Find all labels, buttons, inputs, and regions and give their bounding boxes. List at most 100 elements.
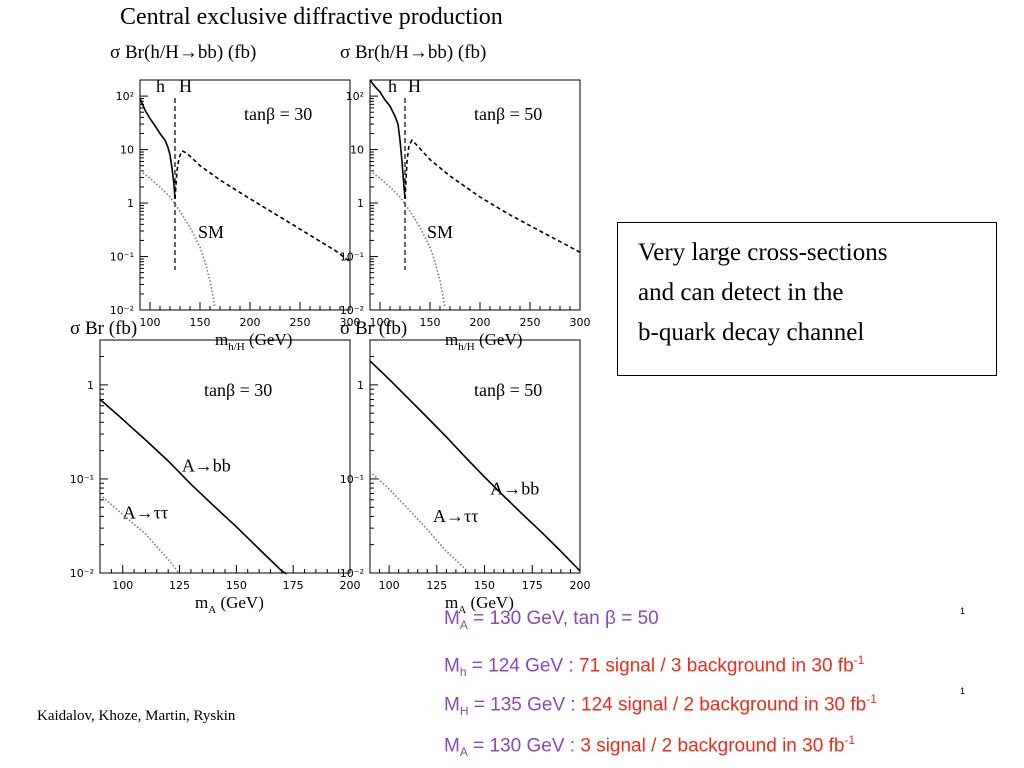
- result-subscript: A: [459, 745, 468, 760]
- tan-beta-annotation: tanβ = 30: [204, 380, 272, 400]
- result-line-mh: Mh = 124 GeV : 71 signal / 3 background …: [444, 653, 864, 679]
- note-line: and can detect in the: [638, 279, 844, 306]
- y-tick-label: 1: [87, 379, 94, 392]
- x-tick-label: 250: [520, 316, 541, 329]
- x-tick-label: 200: [570, 579, 591, 592]
- result-purple-text: = 124 GeV :: [466, 655, 580, 677]
- y-tick-label: 10²: [346, 90, 364, 103]
- x-tick-label: 200: [240, 316, 261, 329]
- series-label: A→ττ: [433, 506, 478, 526]
- series-label: h: [156, 76, 165, 96]
- series-line-h: [174, 149, 351, 263]
- x-tick-label: 200: [470, 316, 491, 329]
- x-tick-label: 150: [226, 579, 247, 592]
- series-label: h: [388, 76, 397, 96]
- chart-title: σ Br(h/H→bb) (fb): [340, 42, 486, 63]
- x-tick-label: 150: [190, 316, 211, 329]
- note-box: Very large cross-sections and can detect…: [617, 222, 997, 376]
- chart-panel-bottom-right: σ Br (fb) 1 10⁻¹ 10⁻² 100 125 150 175 200 mA (GeV…: [340, 318, 591, 616]
- note-line: b-quark decay channel: [638, 319, 865, 346]
- x-tick-label: 300: [570, 316, 591, 329]
- x-tick-label: 175: [522, 579, 543, 592]
- y-tick-label: 10⁻¹: [340, 251, 364, 264]
- y-tick-label: 10⁻¹: [340, 473, 364, 486]
- x-tick-label: 300: [340, 316, 361, 329]
- x-tick-label: 100: [140, 316, 161, 329]
- plot-frame: [369, 79, 581, 311]
- series-label: A→bb: [490, 479, 539, 499]
- series-line-a: [99, 494, 181, 575]
- result-superscript: -1: [844, 733, 856, 747]
- x-tick-label: 150: [420, 316, 441, 329]
- x-tick-label: 175: [283, 579, 304, 592]
- result-symbol: M: [444, 655, 460, 677]
- note-line: Very large cross-sections: [638, 239, 888, 266]
- chart-title: σ Br (fb): [70, 318, 137, 339]
- result-red-text: 124 signal / 2 background in 30 fb: [581, 694, 867, 716]
- result-red-text: 3 signal / 2 background in 30 fb: [580, 735, 845, 757]
- result-purple-text: = 135 GeV :: [468, 694, 581, 716]
- chart-panel-bottom-left: σ Br (fb) 1 10⁻¹ 10⁻² 100 125 150 175 200 mA (GeV…: [70, 318, 361, 616]
- result-line-ma-signal: MA = 130 GeV : 3 signal / 2 background i…: [444, 733, 855, 759]
- series-label: H: [179, 76, 192, 96]
- x-axis-label: mA (GeV): [195, 593, 264, 616]
- x-tick-label: 250: [290, 316, 311, 329]
- y-tick-label: 10⁻¹: [110, 251, 134, 264]
- x-tick-label: 100: [370, 316, 391, 329]
- series-label: A→bb: [182, 455, 231, 475]
- series-line-h: [404, 138, 581, 254]
- y-tick-label: 1: [357, 197, 364, 210]
- series-line-abb: [369, 360, 581, 572]
- y-tick-label: 10²: [116, 90, 134, 103]
- x-axis-label: mA (GeV): [445, 593, 514, 616]
- x-tick-label: 200: [340, 579, 361, 592]
- series-line-sm: [369, 170, 446, 308]
- series-line-h: [369, 79, 406, 199]
- y-tick-label: 10: [350, 144, 364, 157]
- result-subscript: h: [459, 665, 467, 680]
- series-label: H: [408, 76, 421, 96]
- series-line-a: [369, 470, 470, 575]
- y-tick-label: 10⁻²: [70, 567, 94, 580]
- y-tick-label: 10⁻²: [340, 567, 364, 580]
- result-superscript: -1: [866, 692, 877, 706]
- series-line-h: [139, 98, 176, 199]
- y-tick-label: 10⁻²: [110, 304, 134, 317]
- series-line-abb: [99, 398, 287, 575]
- y-tick-label: 10⁻²: [340, 304, 364, 317]
- y-tick-label: 1: [357, 379, 364, 392]
- chart-panel-top-left: σ Br(h/H→bb) (fb) 10² 10 1 10⁻¹ 10⁻² 100 150 200…: [110, 42, 361, 353]
- authors-citation: Kaidalov, Khoze, Martin, Ryskin: [37, 708, 236, 724]
- x-tick-label: 100: [112, 579, 133, 592]
- page-title: Central exclusive diffractive production: [120, 4, 503, 30]
- y-tick-label: 1: [127, 197, 134, 210]
- result-symbol: M: [444, 735, 460, 757]
- y-tick-label: 10: [120, 144, 134, 157]
- x-tick-label: 150: [474, 579, 495, 592]
- page-number: 1: [960, 606, 966, 616]
- result-red-text: 71 signal / 3 background in 30 fb: [579, 655, 854, 677]
- result-symbol: M: [444, 694, 460, 716]
- x-tick-label: 100: [379, 579, 400, 592]
- plot-frame: [139, 79, 351, 311]
- chart-panel-top-right: σ Br(h/H→bb) (fb) 10² 10 1 10⁻¹ 10⁻² 100 150 200…: [340, 42, 591, 353]
- result-subscript: H: [459, 704, 469, 719]
- tan-beta-annotation: tanβ = 30: [244, 104, 312, 124]
- tan-beta-annotation: tanβ = 50: [474, 104, 542, 124]
- chart-title: σ Br (fb): [340, 318, 407, 339]
- series-line-sm: [139, 170, 216, 308]
- chart-title: σ Br(h/H→bb) (fb): [110, 42, 256, 63]
- result-subscript: A: [459, 617, 468, 632]
- result-purple-text: = 130 GeV, tan β = 50: [467, 608, 659, 629]
- series-label: SM: [198, 222, 224, 242]
- tan-beta-annotation: tanβ = 50: [474, 380, 542, 400]
- x-tick-label: 125: [426, 579, 447, 592]
- result-superscript: -1: [853, 653, 865, 667]
- page-number-duplicate: 1: [960, 686, 966, 696]
- y-tick-label: 10⁻¹: [70, 473, 94, 486]
- result-symbol: M: [444, 608, 460, 629]
- result-line-ma: MA = 130 GeV, tan β = 50: [444, 608, 659, 632]
- result-purple-text: = 130 GeV :: [467, 735, 581, 757]
- series-label: A→ττ: [123, 502, 168, 522]
- series-label: SM: [427, 222, 453, 242]
